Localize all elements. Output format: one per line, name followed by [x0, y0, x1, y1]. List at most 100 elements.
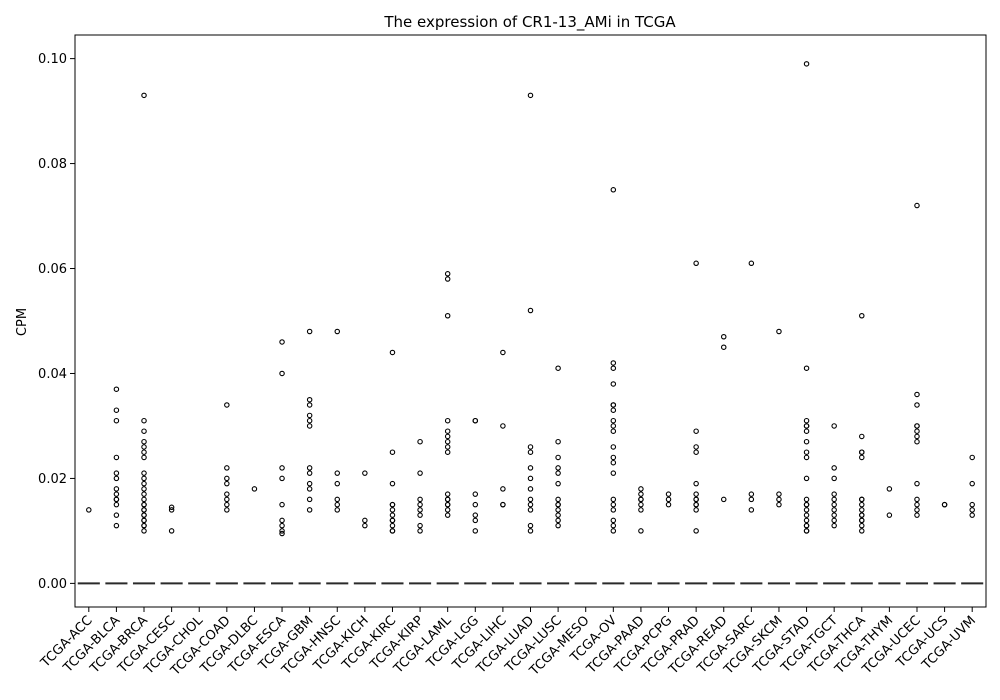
outlier-point [141, 486, 147, 492]
plot-area: 0.000.020.040.060.080.10TCGA-ACCTCGA-BLC… [38, 52, 984, 679]
outlier-point [444, 491, 451, 497]
outlier-point [555, 480, 561, 487]
outlier-point [306, 328, 313, 335]
outlier-point [831, 501, 837, 508]
outlier-point [803, 423, 810, 429]
outlier-point [610, 423, 617, 429]
outlier-point [224, 402, 230, 408]
outlier-point [693, 496, 699, 503]
outlier-point [555, 501, 561, 508]
outlier-point [693, 449, 699, 455]
outlier-point [693, 501, 699, 508]
outlier-point [914, 496, 920, 503]
outlier-point [555, 470, 561, 476]
outlier-point [417, 528, 423, 534]
outlier-point [362, 522, 368, 529]
outlier-point [306, 470, 313, 476]
y-tick-label: 0.06 [38, 262, 67, 277]
outlier-point [720, 496, 727, 503]
outlier-point [803, 496, 810, 503]
outlier-point [859, 313, 865, 319]
outlier-point [803, 449, 810, 455]
outlier-point [444, 449, 451, 455]
outlier-point [914, 202, 920, 209]
outlier-point [444, 276, 451, 282]
outlier-point [527, 465, 534, 471]
outlier-point [720, 333, 727, 340]
outlier-point [224, 465, 230, 471]
outlier-point [141, 491, 147, 497]
outlier-point [389, 480, 396, 487]
outlier-point [555, 517, 561, 524]
outlier-point [389, 449, 396, 455]
outlier-point [417, 470, 423, 476]
outlier-point [141, 501, 147, 508]
outlier-point [748, 491, 755, 497]
outlier-point [859, 433, 865, 440]
outlier-point [306, 417, 313, 424]
outlier-point [500, 501, 506, 508]
outlier-point [665, 491, 672, 497]
outlier-point [141, 428, 147, 434]
outlier-point [610, 454, 617, 461]
outlier-point [417, 438, 423, 445]
outlier-point [638, 486, 644, 492]
outlier-point [527, 528, 534, 534]
outlier-point [914, 402, 920, 408]
outlier-point [444, 496, 451, 503]
outlier-point [803, 61, 810, 67]
outlier-point [444, 507, 451, 513]
outlier-point [113, 512, 120, 518]
outlier-point [859, 522, 865, 529]
outlier-point [417, 522, 423, 529]
outlier-point [362, 517, 368, 524]
outlier-point [527, 486, 534, 492]
outlier-point [555, 507, 561, 513]
outlier-point [969, 454, 975, 461]
outlier-point [638, 491, 644, 497]
outlier-point [141, 454, 147, 461]
outlier-point [444, 313, 451, 319]
outlier-point [803, 517, 810, 524]
outlier-point [914, 433, 920, 440]
outlier-point [638, 496, 644, 503]
outlier-point [693, 528, 699, 534]
outlier-point [859, 528, 865, 534]
outlier-point [306, 496, 313, 503]
outlier-point [610, 444, 617, 450]
outlier-point [113, 470, 120, 476]
outlier-point [610, 496, 617, 503]
outlier-point [610, 428, 617, 434]
outlier-point [610, 517, 617, 524]
y-tick-label: 0.10 [38, 52, 67, 67]
outlier-point [638, 507, 644, 513]
outlier-point [610, 528, 617, 534]
outlier-point [914, 423, 920, 429]
outlier-point [803, 528, 810, 534]
outlier-point [610, 187, 617, 193]
outlier-point [914, 428, 920, 434]
outlier-point [803, 522, 810, 529]
outlier-point [776, 496, 782, 503]
outlier-point [389, 512, 396, 518]
outlier-point [306, 507, 313, 513]
outlier-point [389, 528, 396, 534]
outlier-point [306, 412, 313, 419]
outlier-point [914, 512, 920, 518]
outlier-point [914, 438, 920, 445]
outlier-point [362, 470, 368, 476]
outlier-point [141, 528, 147, 534]
outlier-point [555, 365, 561, 371]
outlier-point [444, 271, 451, 277]
outlier-point [720, 344, 727, 350]
outlier-point [444, 433, 451, 440]
outlier-point [803, 365, 810, 371]
outlier-point [86, 507, 92, 513]
outlier-point [141, 507, 147, 513]
outlier-point [444, 438, 451, 445]
outlier-point [665, 496, 672, 503]
outlier-point [527, 92, 534, 99]
outlier-point [610, 365, 617, 371]
outlier-point [141, 444, 147, 450]
outlier-point [113, 501, 120, 508]
